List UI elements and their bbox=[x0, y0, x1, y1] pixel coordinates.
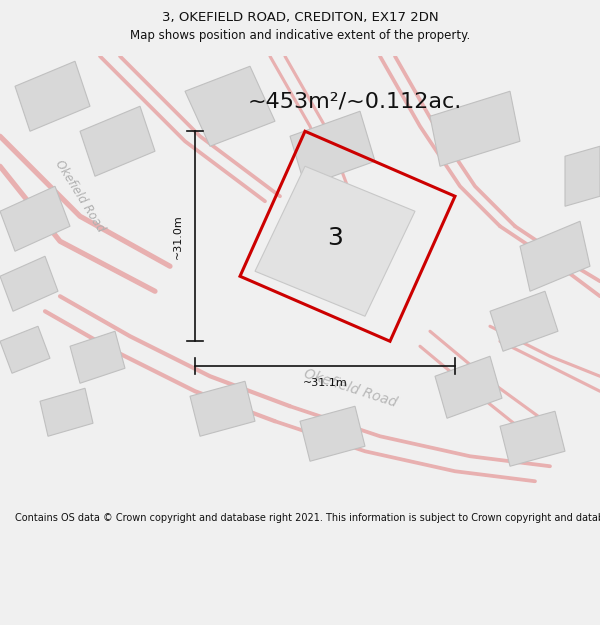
Text: ~453m²/~0.112ac.: ~453m²/~0.112ac. bbox=[248, 91, 462, 111]
Polygon shape bbox=[430, 91, 520, 166]
Polygon shape bbox=[520, 221, 590, 291]
Polygon shape bbox=[0, 186, 70, 251]
Polygon shape bbox=[190, 381, 255, 436]
Polygon shape bbox=[255, 166, 415, 316]
Text: Contains OS data © Crown copyright and database right 2021. This information is : Contains OS data © Crown copyright and d… bbox=[15, 513, 600, 523]
Polygon shape bbox=[500, 411, 565, 466]
Polygon shape bbox=[300, 406, 365, 461]
Polygon shape bbox=[80, 106, 155, 176]
Text: ~31.0m: ~31.0m bbox=[173, 214, 183, 259]
Polygon shape bbox=[70, 331, 125, 383]
Polygon shape bbox=[185, 66, 275, 146]
Text: ~31.1m: ~31.1m bbox=[302, 378, 347, 388]
Text: 3: 3 bbox=[327, 226, 343, 250]
Text: 3, OKEFIELD ROAD, CREDITON, EX17 2DN: 3, OKEFIELD ROAD, CREDITON, EX17 2DN bbox=[161, 11, 439, 24]
Polygon shape bbox=[0, 256, 58, 311]
Polygon shape bbox=[290, 111, 375, 186]
Polygon shape bbox=[0, 326, 50, 373]
Polygon shape bbox=[435, 356, 502, 418]
Text: Map shows position and indicative extent of the property.: Map shows position and indicative extent… bbox=[130, 29, 470, 42]
Text: Okefield Road: Okefield Road bbox=[53, 158, 107, 234]
Polygon shape bbox=[40, 388, 93, 436]
Polygon shape bbox=[565, 146, 600, 206]
Polygon shape bbox=[15, 61, 90, 131]
Text: Okefield Road: Okefield Road bbox=[302, 367, 398, 410]
Polygon shape bbox=[490, 291, 558, 351]
